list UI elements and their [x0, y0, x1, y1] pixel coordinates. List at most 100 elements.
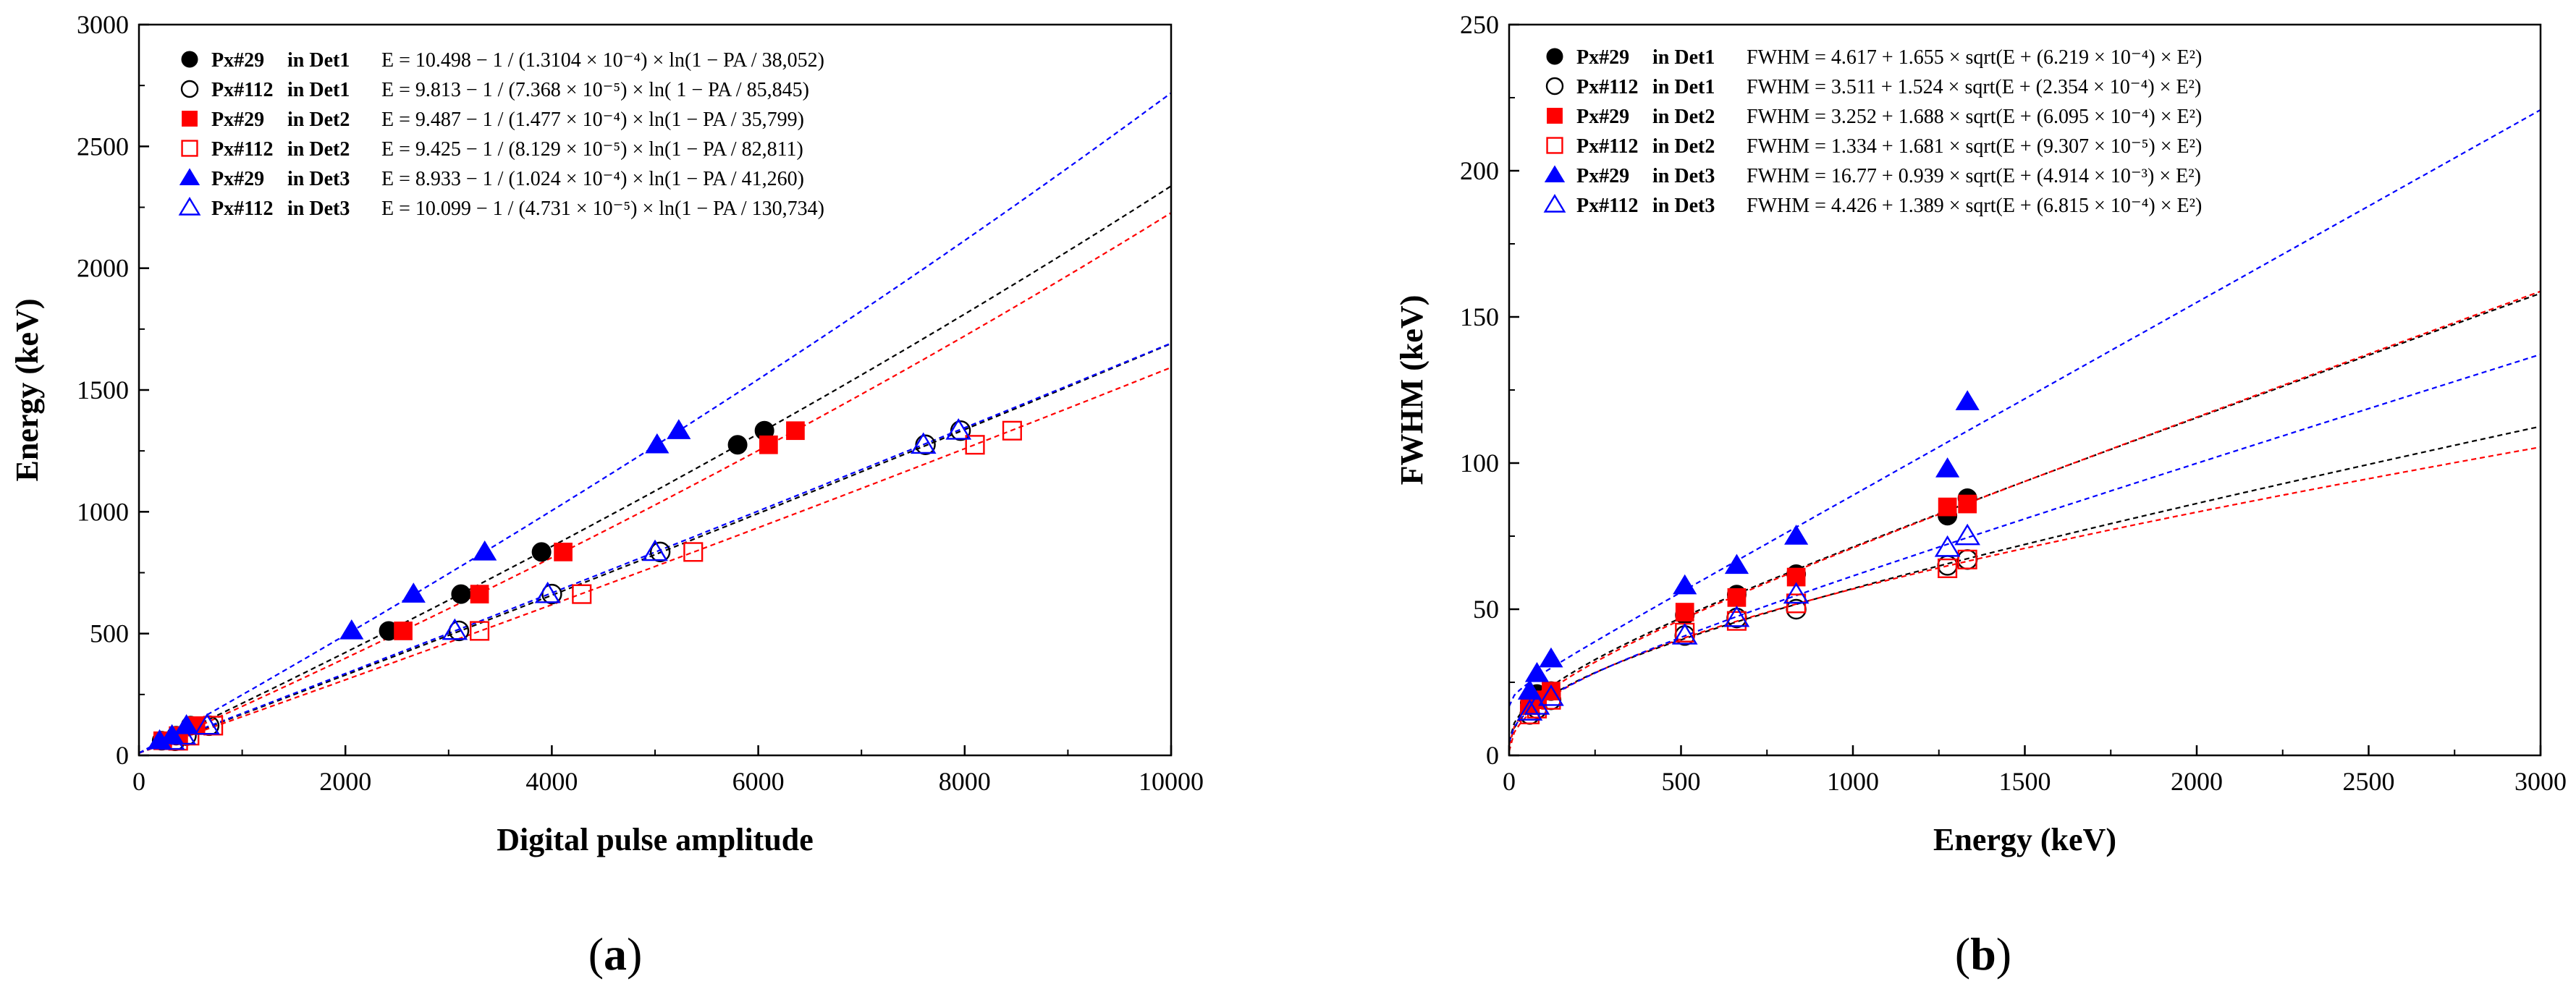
- panel-label-letter: b: [1970, 928, 1996, 980]
- legend: Px#29 in Det1 FWHM = 4.617 + 1.655 × sqrt(…: [1543, 46, 2202, 217]
- series-3: [168, 420, 1022, 751]
- fit-line: [139, 92, 1171, 754]
- x-tick-label: 10000: [1139, 767, 1204, 796]
- data-point: [786, 421, 805, 441]
- legend-equation: E = 9.425 − 1 / (8.129 × 10⁻⁵) × ln(1 − …: [381, 138, 803, 161]
- x-tick-label: 0: [1503, 767, 1516, 796]
- data-point: [1957, 549, 1977, 569]
- y-tick-label: 250: [1460, 10, 1499, 39]
- data-point: [554, 543, 573, 561]
- x-tick-label: 3000: [2514, 767, 2567, 796]
- data-point: [448, 620, 470, 642]
- x-tick-label: 2500: [2343, 767, 2395, 796]
- data-point: [1002, 420, 1022, 441]
- data-point: [1724, 554, 1749, 574]
- chart-panel-a: 0 2000 4000 6000 8000 10000 0 500 1000 1500 2000 25…: [9, 10, 1204, 980]
- legend-equation: FWHM = 4.426 + 1.389 × sqrt(E + (6.815 ×…: [1747, 195, 2202, 217]
- data-point: [1727, 588, 1747, 607]
- legend-series-name: Px#112: [211, 79, 274, 101]
- y-tick-label: 1500: [77, 376, 129, 404]
- data-point: [1935, 457, 1960, 478]
- x-tick-label: 500: [1662, 767, 1701, 796]
- y-tick-label: 1000: [77, 497, 129, 526]
- data-point: [1954, 523, 1980, 546]
- fit-line: [139, 185, 1171, 754]
- fit-line: [139, 366, 1171, 754]
- y-tick-label: 0: [1486, 741, 1499, 770]
- data-point: [1675, 603, 1694, 622]
- legend-equation: FWHM = 3.511 + 1.524 × sqrt(E + (2.354 ×…: [1747, 76, 2201, 98]
- fit-line: [139, 342, 1171, 754]
- legend-detector: in Det3: [1652, 165, 1715, 187]
- data-point: [194, 713, 220, 735]
- panel-label: (a): [588, 928, 643, 980]
- fit-line: [1509, 446, 2541, 752]
- data-point: [1956, 549, 1978, 570]
- data-point: [727, 435, 748, 455]
- series-5: [1516, 523, 1980, 721]
- legend-marker: [1543, 194, 1566, 213]
- ticks: 0 500 1000 1500 2000 2500 3000 0 50 100 150 200 250: [1460, 10, 2567, 796]
- legend-equation: FWHM = 3.252 + 1.688 × sqrt(E + (6.095 ×…: [1747, 106, 2202, 128]
- legend-detector: in Det2: [287, 138, 350, 161]
- data-point: [1516, 699, 1543, 721]
- y-tick-label: 2500: [77, 132, 129, 161]
- legend-detector: in Det1: [1652, 76, 1715, 98]
- fit-line: [139, 342, 1171, 754]
- legend-detector: in Det1: [1652, 46, 1715, 69]
- data-point: [1934, 535, 1961, 557]
- legend-equation: FWHM = 4.617 + 1.655 × sqrt(E + (6.219 ×…: [1747, 46, 2202, 69]
- data-point: [1784, 525, 1809, 545]
- x-tick-label: 0: [132, 767, 145, 796]
- fit-lines: [139, 92, 1171, 754]
- data-point: [1538, 684, 1564, 706]
- data-point: [667, 419, 691, 439]
- legend-series-name: Px#112: [1576, 195, 1639, 217]
- data-point: [683, 542, 704, 562]
- data-point: [470, 621, 490, 641]
- data-point: [642, 539, 668, 561]
- series-0: [1520, 488, 1977, 713]
- data-point: [1958, 494, 1977, 514]
- data-point: [451, 584, 471, 604]
- y-tick-label: 200: [1460, 156, 1499, 185]
- panel-label-close: ): [1996, 928, 2011, 980]
- fit-line: [1509, 292, 2541, 742]
- series-3: [1519, 549, 1977, 724]
- data-point: [473, 540, 497, 561]
- legend-series-name: Px#29: [1576, 165, 1629, 187]
- data-point: [1783, 582, 1809, 604]
- data-point: [1938, 558, 1958, 578]
- legend-marker: [179, 168, 200, 185]
- legend-detector: in Det1: [287, 49, 350, 72]
- legend-marker: [181, 140, 198, 157]
- data-point: [759, 435, 778, 454]
- x-tick-label: 4000: [525, 767, 578, 796]
- legend-series-name: Px#29: [1576, 46, 1629, 69]
- y-tick-label: 500: [90, 619, 129, 648]
- x-axis-title: Energy (keV): [1933, 822, 2116, 857]
- legend-detector: in Det2: [1652, 135, 1715, 158]
- panel-label-close: ): [627, 928, 642, 980]
- y-tick-label: 50: [1473, 595, 1499, 624]
- legend-series-name: Px#29: [211, 109, 264, 131]
- y-axis-title: Energy (keV): [9, 299, 45, 482]
- x-tick-label: 1500: [1999, 767, 2051, 796]
- data-point: [170, 723, 197, 745]
- data-point: [394, 622, 413, 640]
- legend-detector: in Det2: [287, 109, 350, 131]
- y-tick-label: 100: [1460, 449, 1499, 478]
- legend-equation: E = 8.933 − 1 / (1.024 × 10⁻⁴) × ln(1 − …: [381, 168, 804, 190]
- data-point: [1955, 390, 1980, 410]
- data-point: [534, 581, 561, 603]
- fit-line: [1509, 290, 2541, 747]
- data-point: [541, 583, 562, 605]
- chart-panel-b: 0 500 1000 1500 2000 2500 3000 0 50 100 150 200 250 E…: [1394, 10, 2567, 980]
- data-point: [572, 584, 592, 604]
- panel-label: (b): [1955, 928, 2011, 980]
- legend-detector: in Det3: [287, 168, 350, 190]
- data-point: [1673, 574, 1697, 595]
- legend-marker: [181, 51, 198, 68]
- series-2: [1520, 494, 1977, 716]
- legend-series-name: Px#112: [1576, 135, 1639, 158]
